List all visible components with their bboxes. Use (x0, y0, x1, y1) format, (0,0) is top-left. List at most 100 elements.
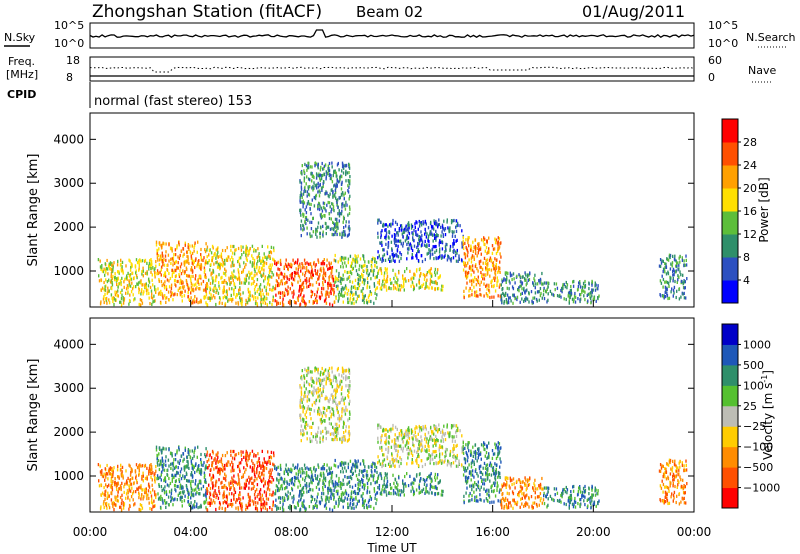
data-point (510, 299, 512, 303)
data-point (162, 258, 164, 262)
data-point (310, 470, 313, 474)
data-point (334, 422, 337, 426)
data-point (407, 251, 409, 255)
data-point (198, 282, 200, 286)
data-point (373, 301, 375, 305)
data-point (673, 285, 676, 289)
data-point (400, 228, 402, 232)
data-point (213, 279, 215, 283)
data-point (150, 260, 153, 264)
data-point (196, 502, 198, 506)
data-point (145, 487, 147, 491)
data-point (226, 501, 228, 505)
data-point (311, 403, 313, 407)
data-point (162, 459, 164, 463)
data-point (128, 484, 130, 488)
data-point (251, 449, 254, 453)
data-point (213, 286, 215, 290)
data-point (387, 244, 390, 248)
data-point (205, 289, 207, 294)
data-point (385, 288, 388, 292)
data-point (161, 293, 163, 297)
data-point (401, 285, 403, 289)
data-point (102, 475, 105, 479)
data-point (420, 237, 422, 241)
data-point (332, 400, 334, 404)
data-point (406, 242, 408, 246)
data-point (207, 261, 209, 265)
data-point (154, 480, 156, 484)
data-point (294, 465, 297, 469)
data-point (480, 259, 482, 263)
data-point (205, 506, 207, 510)
data-point (348, 205, 351, 209)
data-point (428, 269, 430, 273)
data-point (276, 505, 278, 509)
data-point (322, 471, 325, 475)
data-point (262, 469, 264, 473)
data-point (337, 299, 339, 303)
data-point (199, 505, 201, 509)
data-point (404, 277, 406, 281)
data-point (360, 264, 363, 268)
data-point (364, 260, 366, 264)
data-point (263, 264, 265, 268)
data-point (258, 292, 260, 296)
data-point (278, 473, 281, 477)
data-point (141, 488, 143, 492)
data-point (466, 281, 468, 285)
data-point (120, 467, 122, 471)
data-point (309, 165, 312, 169)
data-point (336, 222, 338, 227)
data-point (317, 190, 319, 194)
data-point (212, 474, 214, 478)
data-point (179, 291, 181, 295)
data-point (353, 292, 355, 296)
data-point (253, 471, 256, 475)
data-point (206, 450, 209, 454)
data-point (331, 287, 334, 291)
data-point (311, 165, 313, 169)
data-point (342, 220, 344, 224)
data-point (385, 234, 387, 238)
data-point (361, 298, 364, 302)
data-point (166, 268, 168, 272)
data-point (398, 239, 401, 243)
data-point (260, 502, 262, 507)
data-point (246, 300, 248, 304)
data-point (368, 293, 370, 297)
data-point (304, 162, 306, 166)
data-point (594, 288, 597, 292)
data-point (106, 506, 108, 510)
data-point (107, 477, 109, 481)
data-point (306, 285, 308, 289)
data-point (159, 292, 162, 296)
data-point (316, 440, 318, 444)
data-point (525, 283, 527, 287)
data-point (659, 264, 662, 268)
data-point (505, 280, 507, 284)
data-point (106, 485, 109, 489)
data-point (470, 265, 472, 269)
data-point (314, 293, 316, 297)
data-point (192, 259, 194, 263)
data-point (263, 484, 265, 488)
data-point (254, 496, 256, 500)
data-point (348, 228, 351, 232)
data-point (362, 274, 364, 278)
data-point (428, 286, 430, 290)
data-point (407, 236, 410, 240)
data-point (113, 502, 115, 506)
data-point (239, 292, 242, 296)
data-point (342, 163, 344, 167)
data-point (368, 299, 370, 303)
data-point (310, 500, 312, 504)
data-point (177, 484, 179, 489)
data-point (272, 503, 274, 508)
data-point (200, 487, 203, 491)
data-point (470, 244, 472, 248)
data-point (504, 271, 507, 275)
data-point (229, 487, 231, 491)
data-point (263, 261, 266, 265)
data-point (394, 220, 397, 224)
